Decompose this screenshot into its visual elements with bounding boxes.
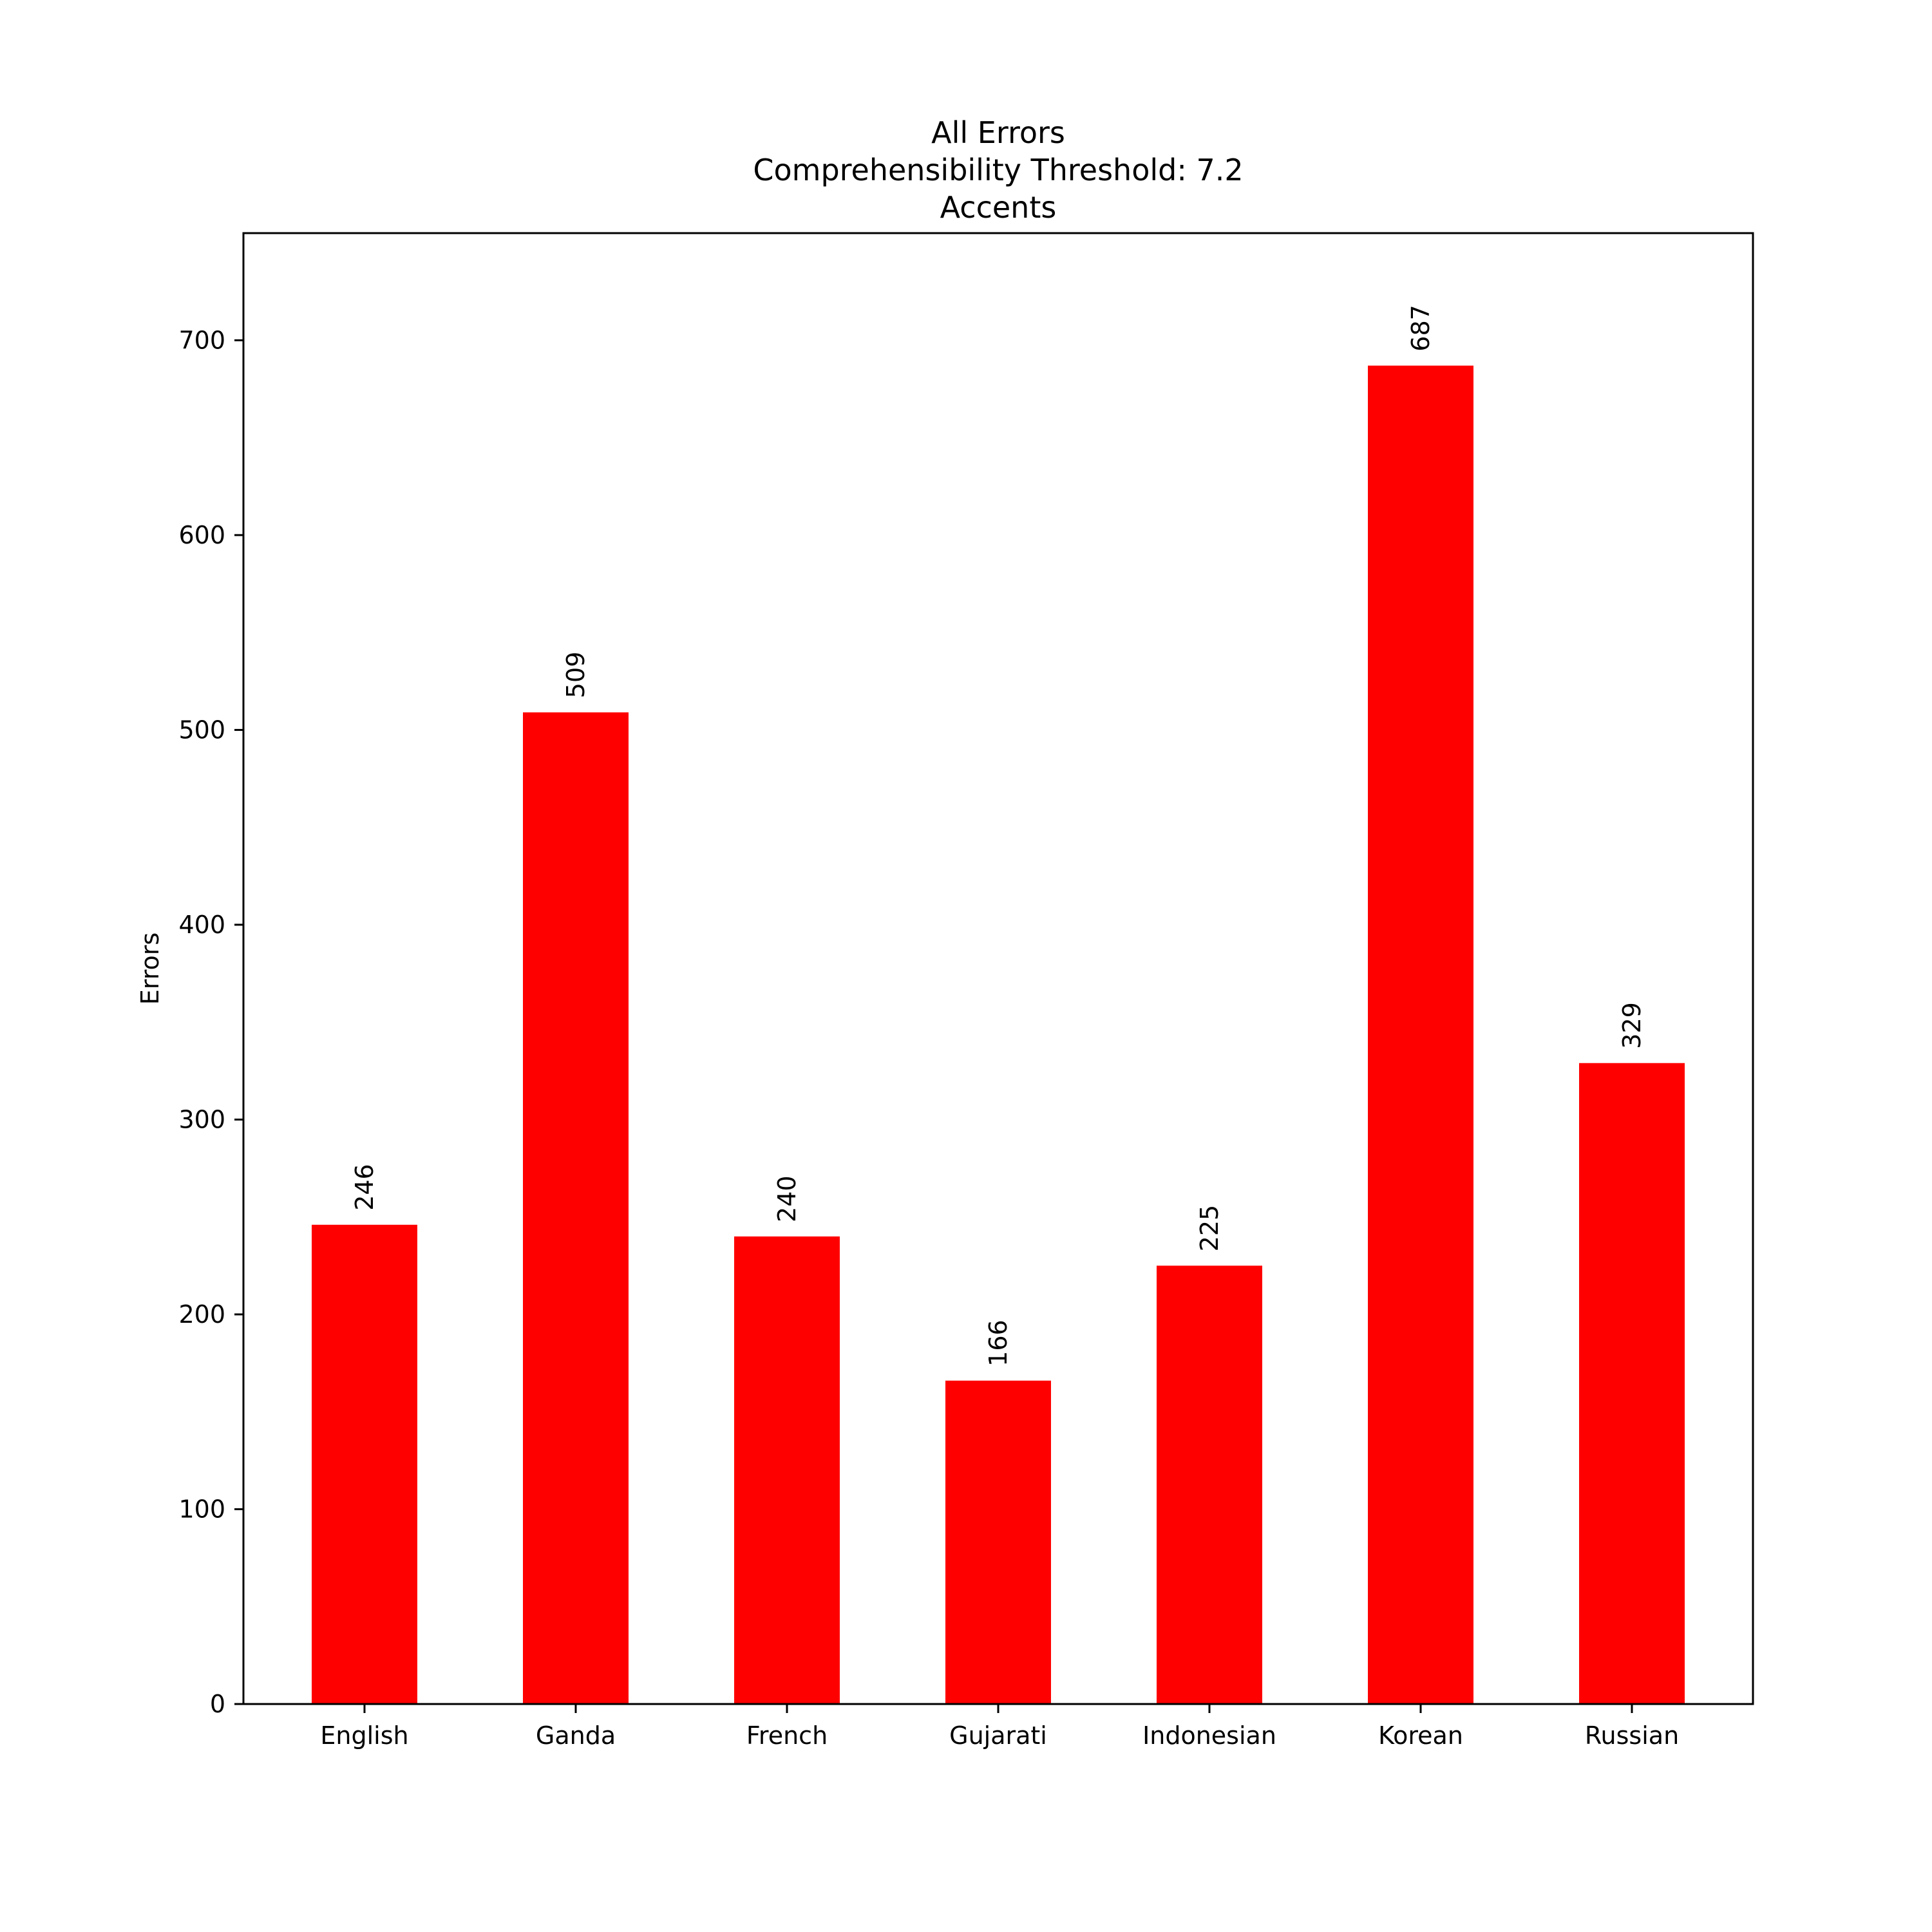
x-tick-label-ganda: Ganda: [536, 1721, 616, 1750]
data-label-indonesian: 225: [1195, 1205, 1224, 1252]
title-line-2: Comprehensibility Threshold: 7.2: [753, 153, 1243, 187]
x-tick-label-english: English: [320, 1721, 408, 1750]
bar-ganda: [523, 712, 629, 1704]
data-label-french: 240: [773, 1175, 801, 1222]
bar-english: [312, 1224, 417, 1704]
bar-french: [734, 1236, 840, 1704]
x-tick-label-french: French: [746, 1721, 828, 1750]
y-tick-label-500: 500: [178, 715, 225, 744]
x-tick-label-korean: Korean: [1378, 1721, 1463, 1750]
y-tick-label-600: 600: [178, 521, 225, 549]
bars: [312, 365, 1685, 1705]
y-tick-label-400: 400: [178, 911, 225, 939]
bar-korean: [1368, 365, 1473, 1705]
y-axis-label: Errors: [136, 933, 164, 1005]
y-tick-label-100: 100: [178, 1495, 225, 1523]
data-label-russian: 329: [1618, 1002, 1646, 1049]
bar-russian: [1579, 1063, 1685, 1704]
data-label-english: 246: [350, 1164, 379, 1211]
plot-frame: [242, 232, 1754, 1705]
y-tick-label-200: 200: [178, 1300, 225, 1329]
x-tick-label-russian: Russian: [1585, 1721, 1679, 1750]
x-tick-label-gujarati: Gujarati: [949, 1721, 1047, 1750]
data-label-korean: 687: [1406, 305, 1435, 352]
y-axis: 0 100 200 300 400 500 600 700: [178, 326, 243, 1718]
x-axis: English Ganda French Gujarati Indonesian Kore…: [320, 1704, 1679, 1750]
y-tick-label-0: 0: [210, 1690, 225, 1718]
title-line-1: All Errors: [931, 115, 1065, 150]
x-tick-label-indonesian: Indonesian: [1142, 1721, 1276, 1750]
bar-indonesian: [1157, 1265, 1262, 1704]
y-tick-label-300: 300: [178, 1105, 225, 1133]
y-tick-label-700: 700: [178, 326, 225, 354]
data-label-ganda: 509: [562, 652, 590, 699]
title-line-3: Accents: [940, 190, 1057, 225]
data-label-gujarati: 166: [984, 1320, 1012, 1367]
bar-gujarati: [945, 1380, 1051, 1704]
data-labels: 246 509 240 166 225 687 329: [350, 305, 1646, 1367]
